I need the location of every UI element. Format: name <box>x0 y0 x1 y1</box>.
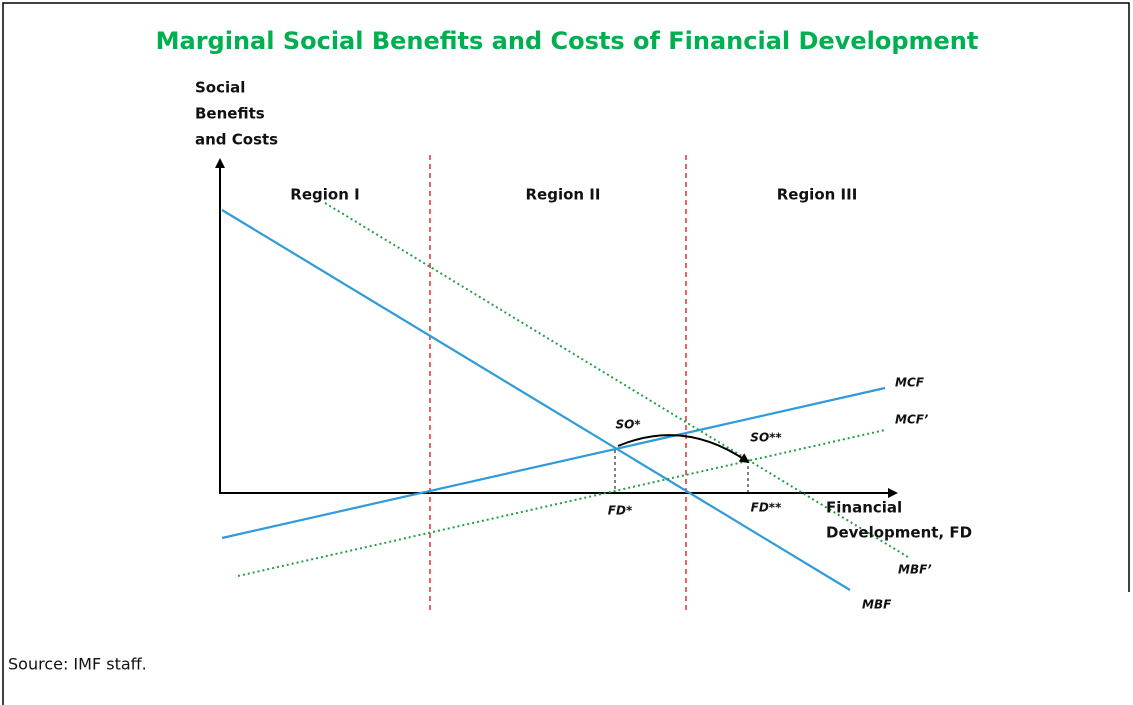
y-axis-label: Benefits <box>195 105 265 123</box>
title: Marginal Social Benefits and Costs of Fi… <box>156 27 979 55</box>
curve-label: MBF’ <box>898 563 932 577</box>
shift-arrow <box>617 434 750 464</box>
mbf-curve <box>221 209 851 591</box>
curve-label: MCF’ <box>895 413 929 427</box>
curve-label: MCF <box>895 376 925 390</box>
x-axis-label: Financial <box>826 499 902 517</box>
region-label: Region II <box>526 186 601 204</box>
source-note: Source: IMF staff. <box>8 655 147 674</box>
region-label: Region I <box>290 186 359 204</box>
point-label: FD* <box>608 504 633 518</box>
curve-label: MBF <box>862 598 892 612</box>
point-label: SO* <box>615 418 641 432</box>
mcf-curve <box>221 386 886 540</box>
mbf-prime-curve <box>324 202 909 558</box>
x-axis-label: Development, FD <box>826 524 972 542</box>
y-axis-label: Social <box>195 79 245 97</box>
point-label: SO** <box>750 431 782 445</box>
point-label: FD** <box>751 501 782 515</box>
y-axis-label: and Costs <box>195 131 278 149</box>
mcf-prime-curve <box>237 429 886 577</box>
region-label: Region III <box>777 186 858 204</box>
